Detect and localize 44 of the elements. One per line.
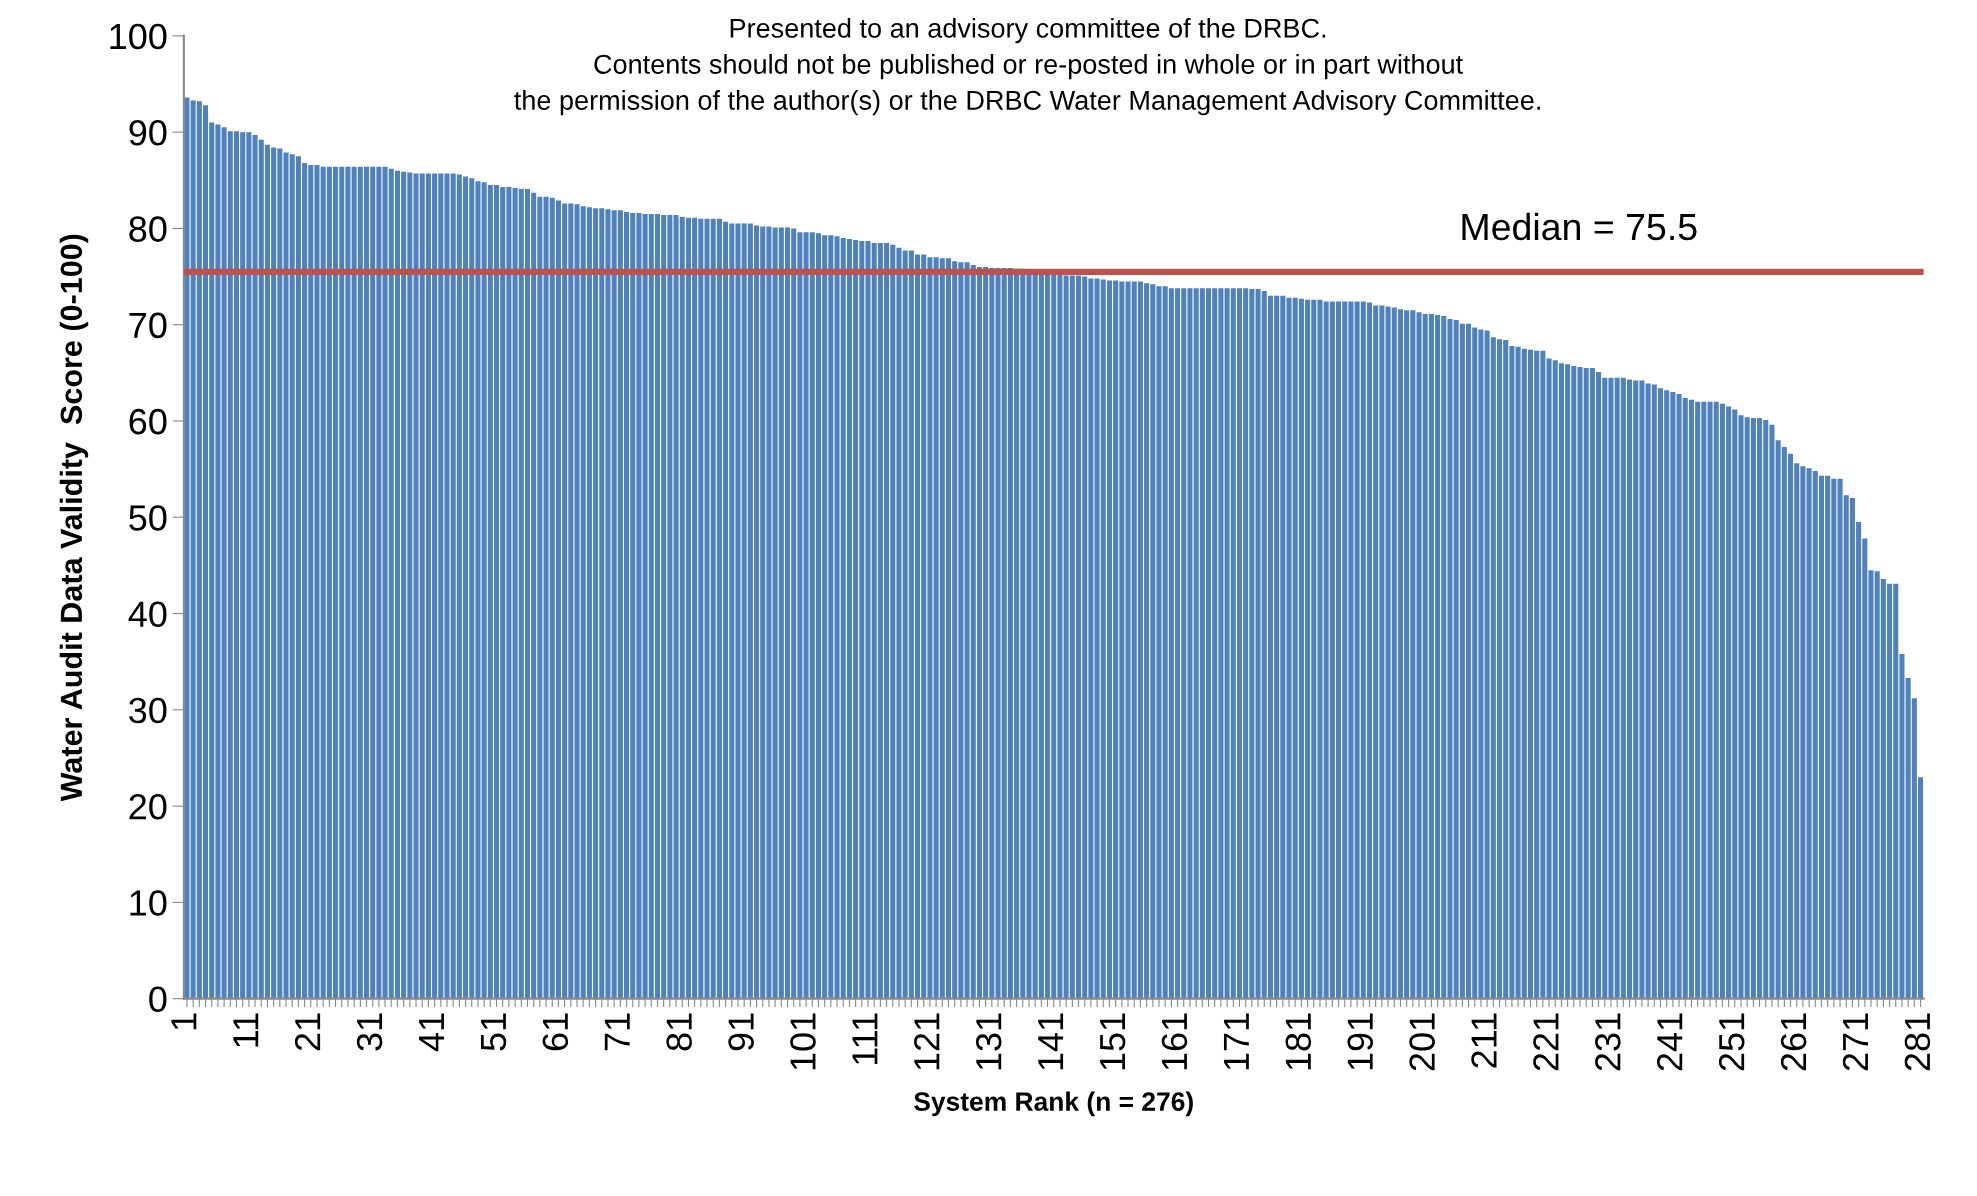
- x-tick-label: 11: [233, 1013, 259, 1047]
- y-tick-label: 70: [129, 312, 167, 339]
- y-tick-label: 20: [129, 793, 167, 820]
- ref-line-label: Median = 75.5: [1462, 212, 1697, 241]
- x-tick-label: 161: [1161, 1013, 1188, 1070]
- y-tick-label: 60: [129, 408, 167, 435]
- x-tick-label: 251: [1718, 1013, 1745, 1071]
- x-tick-label: 271: [1842, 1013, 1868, 1071]
- x-axis-title: System Rank (n = 276): [914, 1091, 1193, 1117]
- x-tick-label: 211: [1471, 1013, 1497, 1068]
- x-tick-label: 91: [728, 1013, 754, 1051]
- x-tick-label: 241: [1657, 1013, 1683, 1071]
- x-tick-label: 41: [419, 1013, 444, 1052]
- y-tick-label: 10: [130, 890, 167, 916]
- x-tick-label: 281: [1904, 1013, 1931, 1071]
- x-tick-label: 111: [852, 1013, 878, 1065]
- x-tick-label: 261: [1780, 1013, 1807, 1071]
- x-tick-label: 181: [1285, 1013, 1312, 1070]
- x-tick-label: 151: [1100, 1013, 1126, 1070]
- y-tick-label: 50: [129, 505, 167, 531]
- x-tick-label: 221: [1533, 1013, 1559, 1071]
- y-tick-label: 100: [110, 23, 167, 50]
- x-tick-label: 51: [481, 1013, 507, 1051]
- x-tick-label: 81: [666, 1013, 692, 1051]
- x-tick-label: 71: [604, 1013, 630, 1051]
- x-tick-label: 131: [975, 1013, 1002, 1070]
- annotation: Presented to an advisory committee of the DRBC. Contents should not be published or re-posted in whole or in part without the permission of the author(s) or the DRBC Water Management Advisory Committee.: [514, 17, 1540, 116]
- y-axis-title: Water Audit Data Validity Score (0-100): [59, 234, 89, 802]
- x-tick-label: 171: [1223, 1013, 1249, 1070]
- x-tick-label: 121: [914, 1013, 940, 1070]
- y-tick-label: 30: [129, 697, 167, 724]
- x-tick-label: 1: [171, 1013, 197, 1030]
- x-tick-label: 141: [1038, 1013, 1064, 1070]
- y-tick-label: 90: [129, 120, 167, 146]
- y-tick-label: 0: [149, 986, 167, 1013]
- x-tick-label: 31: [356, 1013, 383, 1051]
- x-tick-label: 61: [542, 1013, 569, 1051]
- x-tick-label: 231: [1595, 1013, 1621, 1071]
- x-tick-label: 201: [1409, 1013, 1435, 1071]
- x-tick-label: 101: [790, 1013, 816, 1070]
- x-tick-label: 21: [294, 1013, 321, 1051]
- x-tick-label: 191: [1347, 1013, 1373, 1070]
- y-tick-label: 40: [128, 601, 167, 627]
- y-tick-label: 80: [129, 216, 167, 242]
